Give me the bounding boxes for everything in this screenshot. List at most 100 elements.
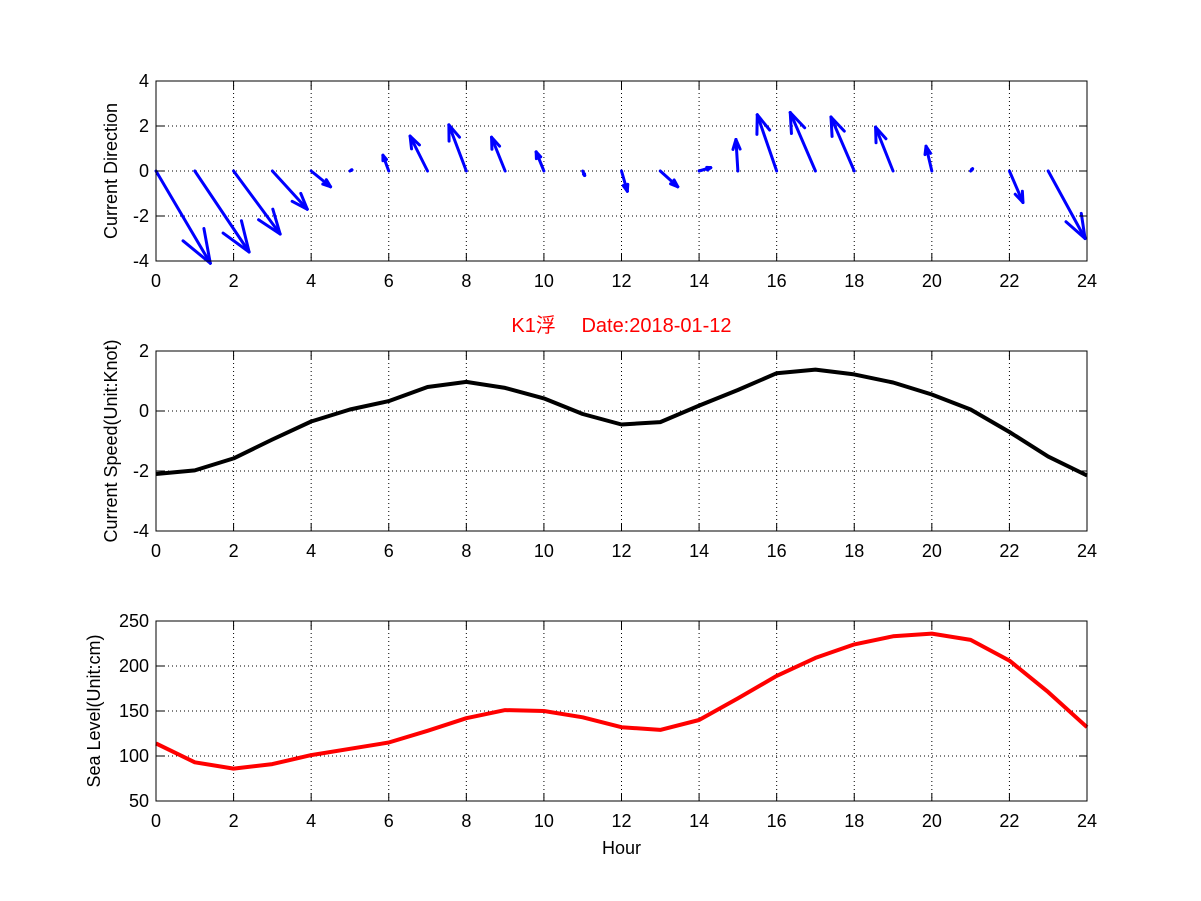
current-arrow-head xyxy=(874,125,888,141)
current-arrow xyxy=(788,111,817,173)
current-arrow xyxy=(829,115,856,173)
current-arrow xyxy=(731,138,742,173)
current-arrow xyxy=(697,165,713,173)
x-tick-label: 20 xyxy=(922,541,942,561)
current-arrow-shaft xyxy=(829,115,856,173)
current-arrow-head xyxy=(788,111,807,130)
x-tick-label: 18 xyxy=(844,811,864,831)
current-arrow xyxy=(270,169,309,211)
current-arrow xyxy=(193,169,251,254)
current-arrow xyxy=(154,169,212,265)
x-tick-label: 22 xyxy=(999,271,1019,291)
current-arrow-shaft xyxy=(1046,169,1087,240)
x-tick-label: 14 xyxy=(689,541,709,561)
x-tick-label: 6 xyxy=(384,811,394,831)
x-tick-label: 22 xyxy=(999,541,1019,561)
current-arrow xyxy=(534,150,546,173)
x-tick-label: 0 xyxy=(151,811,161,831)
x-tick-label: 6 xyxy=(384,271,394,291)
x-tick-label: 2 xyxy=(229,541,239,561)
current-arrow-head xyxy=(1079,211,1087,240)
x-tick-label: 14 xyxy=(689,811,709,831)
current-arrow-head xyxy=(731,138,738,151)
current-arrow xyxy=(348,168,354,173)
current-arrow xyxy=(969,167,975,173)
y-tick-label: 0 xyxy=(139,401,149,421)
y-axis-label: Current Speed(Unit:Knot) xyxy=(101,339,121,542)
current-arrow xyxy=(658,169,680,189)
current-arrow xyxy=(874,125,895,173)
y-tick-label: -4 xyxy=(133,521,149,541)
x-tick-label: 0 xyxy=(151,541,161,561)
current-arrow xyxy=(755,113,779,173)
y-tick-label: -4 xyxy=(133,251,149,271)
current-arrow-head xyxy=(1020,189,1025,204)
x-tick-label: 8 xyxy=(461,541,471,561)
current-arrow-head xyxy=(1064,220,1087,240)
current-arrow-shaft xyxy=(874,125,895,173)
x-tick-label: 4 xyxy=(306,811,316,831)
current-arrow-head xyxy=(181,239,212,265)
current-arrow-head xyxy=(755,113,772,132)
current-arrow-shaft xyxy=(755,113,779,173)
y-axis-label: Current Direction xyxy=(101,103,121,239)
y-tick-label: 150 xyxy=(119,701,149,721)
x-tick-label: 12 xyxy=(611,271,631,291)
x-tick-label: 10 xyxy=(534,811,554,831)
current-arrow xyxy=(620,169,630,193)
x-tick-label: 20 xyxy=(922,811,942,831)
current-arrow-head xyxy=(788,111,793,135)
current-arrow-shaft xyxy=(232,169,282,236)
current-arrow xyxy=(309,169,333,189)
current-arrow-shaft xyxy=(490,135,507,173)
y-tick-label: 2 xyxy=(139,116,149,136)
current-arrow-head xyxy=(239,219,251,254)
current-arrow-head xyxy=(829,115,834,138)
current-arrow-head xyxy=(408,134,414,151)
current-arrow-head xyxy=(324,178,333,189)
x-tick-label: 12 xyxy=(611,541,631,561)
x-tick-label: 18 xyxy=(844,541,864,561)
y-tick-label: -2 xyxy=(133,461,149,481)
current-arrow xyxy=(581,169,587,177)
current-arrow xyxy=(381,153,391,173)
current-arrow xyxy=(447,123,468,173)
current-arrow-shaft xyxy=(154,169,212,265)
current-arrow xyxy=(1046,169,1087,240)
x-tick-label: 6 xyxy=(384,541,394,561)
x-tick-label: 16 xyxy=(767,271,787,291)
current-arrow-shaft xyxy=(447,123,468,173)
current-arrow-shaft xyxy=(788,111,817,173)
x-tick-label: 4 xyxy=(306,271,316,291)
current-arrow-head xyxy=(829,115,846,133)
x-tick-label: 12 xyxy=(611,811,631,831)
x-tick-label: 18 xyxy=(844,271,864,291)
x-tick-label: 0 xyxy=(151,271,161,291)
x-tick-label: 8 xyxy=(461,811,471,831)
plot-area xyxy=(156,621,1087,801)
x-tick-label: 16 xyxy=(767,541,787,561)
current-arrow-head xyxy=(257,218,282,236)
current-arrow-shaft xyxy=(193,169,251,254)
y-tick-label: 50 xyxy=(129,791,149,811)
x-axis-label: Hour xyxy=(602,838,641,858)
sea-level-line xyxy=(155,631,1089,771)
current-arrow-shaft xyxy=(734,138,740,173)
current-arrow xyxy=(923,144,934,173)
current-arrow-head xyxy=(672,178,680,189)
y-tick-label: 250 xyxy=(119,611,149,631)
x-tick-label: 14 xyxy=(689,271,709,291)
current-arrow-shaft xyxy=(270,169,309,211)
current-arrow-head xyxy=(271,207,282,236)
x-tick-label: 22 xyxy=(999,811,1019,831)
current-arrow-shaft xyxy=(1007,169,1025,204)
current-arrow xyxy=(408,134,430,173)
current-arrow-head xyxy=(202,227,212,265)
x-tick-label: 20 xyxy=(922,271,942,291)
y-tick-label: 4 xyxy=(139,71,149,91)
y-axis-label: Sea Level(Unit:cm) xyxy=(84,634,104,787)
current-arrow xyxy=(490,135,507,173)
